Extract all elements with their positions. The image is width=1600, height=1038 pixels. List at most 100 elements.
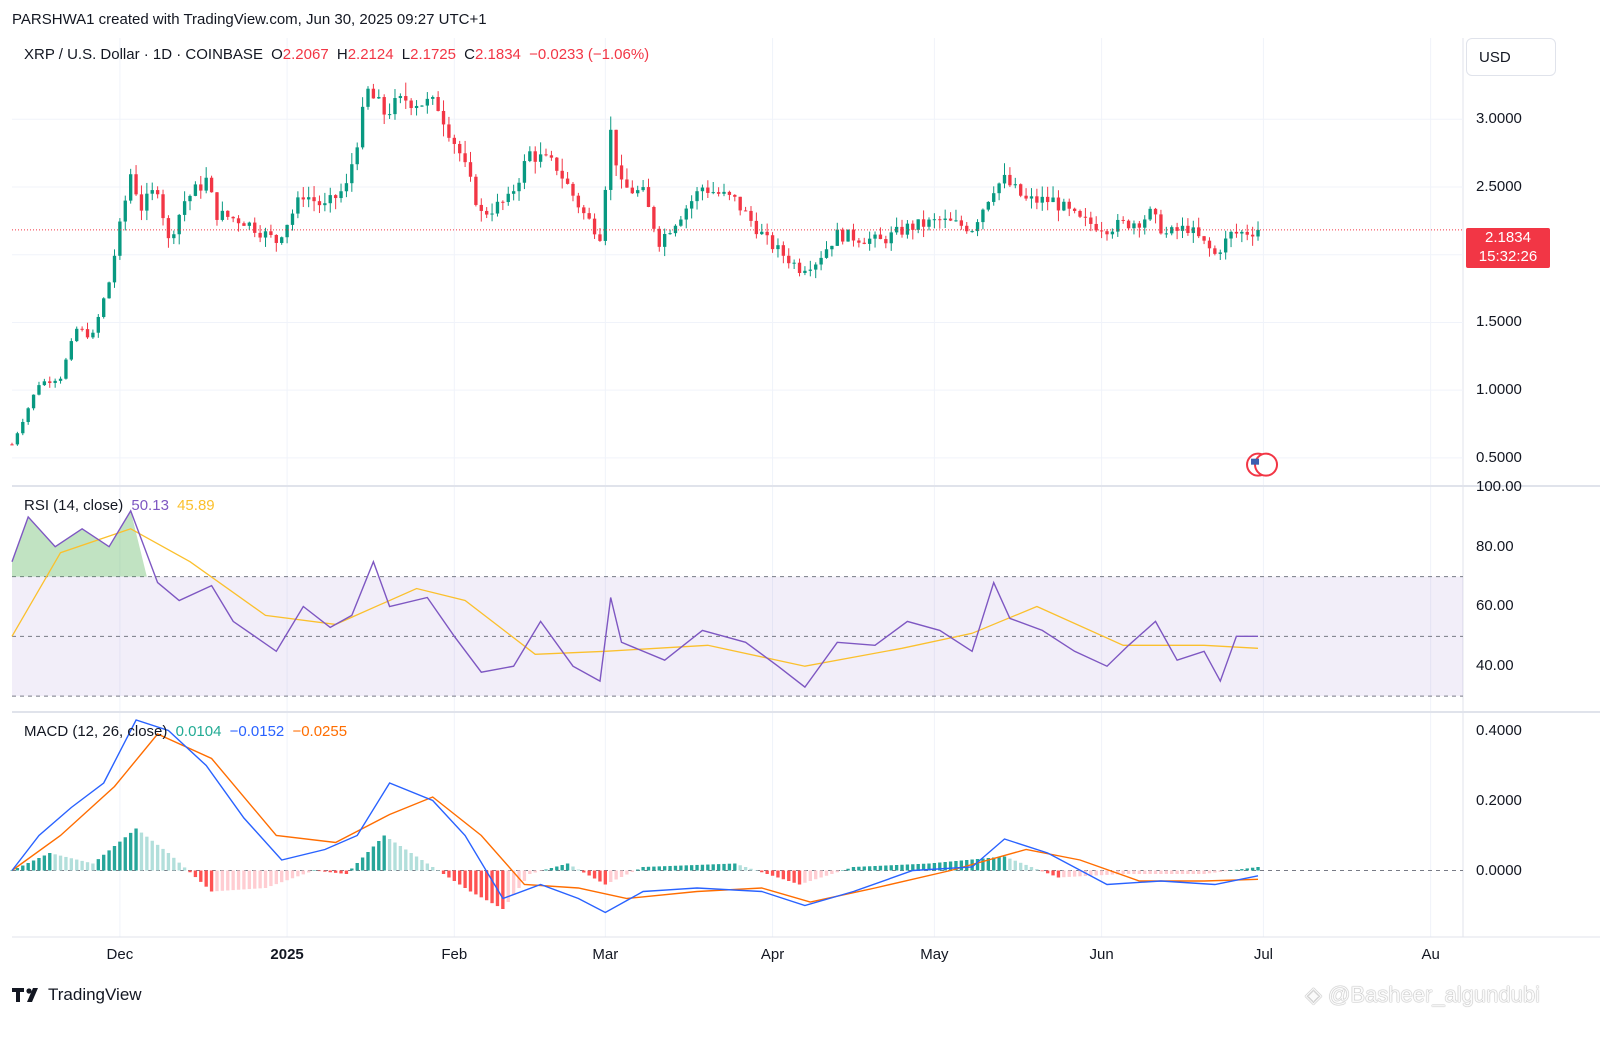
candle-body [841,229,845,242]
time-axis-label: Apr [760,946,785,963]
currency-button[interactable]: USD [1466,38,1556,76]
candle-body [1062,201,1066,211]
candle-body [641,187,645,191]
macd-histogram-bar [296,870,300,877]
candle-body [555,157,559,171]
candle-body [862,242,866,244]
candle-body [161,194,165,219]
macd-histogram-bar [1019,862,1023,871]
macd-histogram-bar [468,870,473,892]
rsi-tick-label: 60.00 [1476,597,1514,615]
high-value: 2.2124 [347,46,394,63]
candle-body [970,231,974,233]
macd-histogram-bar [31,860,36,871]
chart-header: PARSHWA1 created with TradingView.com, J… [12,11,487,28]
candle-body [716,192,721,194]
macd-histogram-bar [1105,870,1109,875]
macd-histogram-bar [986,858,990,871]
candle-body [1045,196,1050,203]
macd-histogram-bar [894,865,899,871]
candle-body [700,187,705,192]
candle-body [733,194,737,197]
candle-body [544,154,548,156]
candle-body [975,222,980,232]
candle-body [85,329,90,338]
candle-body [630,187,634,194]
macd-histogram-bar [1223,870,1228,872]
macd-histogram-bar [711,864,715,871]
macd-histogram-bar [258,870,262,889]
macd-histogram-bar [981,858,985,871]
candle-body [765,231,769,236]
macd-histogram-bar [857,866,861,871]
candle-body [312,197,316,202]
macd-histogram-bar [355,863,359,871]
candle-body [1175,227,1179,231]
candle-body [738,196,742,211]
macd-histogram-bar [770,870,775,876]
macd-histogram-bar [1164,870,1168,874]
candle-body [290,213,295,225]
macd-histogram-bar [53,854,57,871]
macd-histogram-bar [819,870,823,878]
macd-histogram-bar [722,863,726,871]
macd-histogram-bar [787,870,791,881]
candle-body [1164,233,1168,235]
macd-label[interactable]: MACD (12, 26, close) [24,723,168,740]
macd-histogram-bar [943,862,947,871]
current-price-badge: 2.1834 15:32:26 [1466,228,1550,268]
price-tick-label: 3.0000 [1476,110,1522,128]
candle-body [1186,225,1190,234]
candle-body [425,98,430,106]
macd-histogram-bar [1186,870,1190,874]
macd-value: −0.0152 [229,723,285,740]
macd-histogram-bar [447,870,451,878]
macd-histogram-bar [263,870,268,888]
macd-histogram-bar [927,863,931,871]
candle-body [1213,248,1217,254]
candle-body [668,233,672,235]
candle-body [258,232,262,238]
symbol-label[interactable]: XRP / U.S. Dollar · 1D · COINBASE [24,46,263,63]
current-price-value: 2.1834 [1485,229,1531,246]
candle-body [42,381,47,386]
candle-body [301,197,305,200]
macd-histogram-bar [37,858,41,871]
candle-body [431,97,435,99]
candle-body [1240,231,1244,234]
rsi-label[interactable]: RSI (14, close) [24,497,124,514]
candle-body [986,201,990,210]
macd-histogram-bar [630,870,634,872]
macd-histogram-bar [48,853,52,871]
macd-histogram-bar [738,865,742,871]
candle-body [231,216,235,219]
macd-histogram-bar [538,870,543,871]
macd-histogram-bar [64,856,68,871]
candle-body [166,218,171,239]
tradingview-logo[interactable]: TradingView [12,985,142,1005]
macd-histogram-bar [587,870,591,876]
candle-body [846,229,850,242]
macd-histogram-bar [641,867,645,871]
candle-body [695,191,699,202]
candle-body [31,394,36,409]
macd-histogram-bar [490,870,494,904]
candle-body [1229,231,1233,239]
macd-histogram-bar [598,870,602,882]
candle-body [1116,219,1120,232]
candle-body [307,197,311,200]
candle-body [112,255,117,283]
candle-body [182,201,187,215]
macd-histogram-bar [371,846,376,871]
candle-body [80,328,84,330]
candle-body [787,255,791,264]
macd-histogram-bar [668,865,672,871]
candle-body [69,341,74,360]
candle-body [220,210,225,220]
candle-body [1067,201,1071,209]
candle-body [948,218,953,221]
macd-histogram-bar [1035,869,1039,871]
macd-histogram-bar [118,841,122,871]
candle-body [1072,208,1077,211]
